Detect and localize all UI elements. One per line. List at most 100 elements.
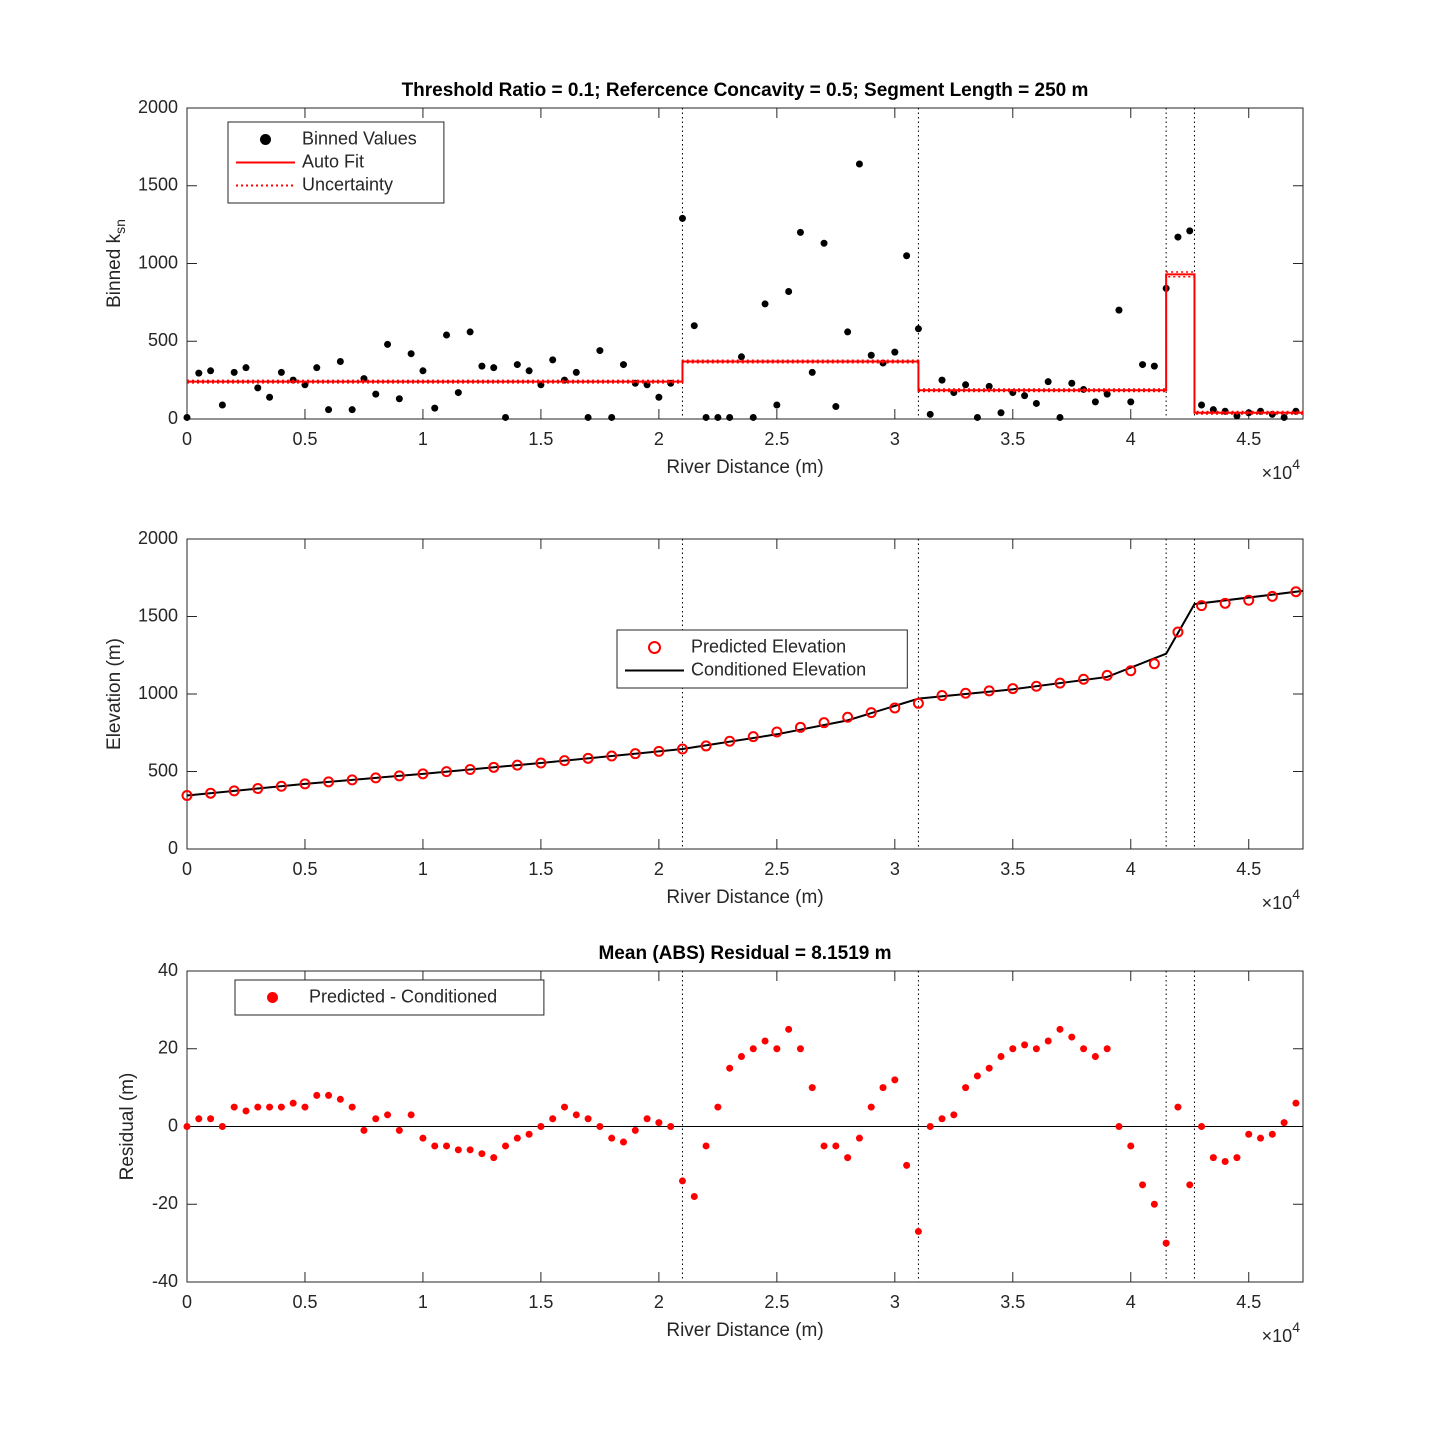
axes: Mean (ABS) Residual = 8.1519 m River Dist… xyxy=(117,943,1304,1346)
data-point xyxy=(584,413,592,421)
x-tick-label: 1 xyxy=(418,859,428,879)
data-point xyxy=(360,1126,368,1134)
data-point xyxy=(761,1037,769,1045)
data-point xyxy=(466,1146,474,1154)
plot-area xyxy=(186,538,1304,850)
data-point xyxy=(584,1115,592,1123)
data-point xyxy=(207,1115,215,1123)
data-point xyxy=(1186,227,1194,235)
y-tick-label: 0 xyxy=(168,838,178,858)
data-point xyxy=(218,1123,226,1130)
data-point xyxy=(478,1150,486,1158)
data-point xyxy=(914,325,922,333)
data-point xyxy=(1198,1123,1206,1130)
chart-title: Mean (ABS) Residual = 8.1519 m xyxy=(598,943,891,964)
data-point xyxy=(289,1099,297,1107)
data-point xyxy=(242,364,250,372)
data-point xyxy=(277,1103,285,1111)
y-tick-label: -20 xyxy=(152,1193,178,1213)
data-point xyxy=(606,750,618,762)
data-point xyxy=(808,1084,816,1092)
data-point xyxy=(737,1053,745,1061)
y-tick-label: 1000 xyxy=(138,252,178,272)
data-point xyxy=(325,406,333,414)
data-point xyxy=(393,770,405,782)
x-multiplier: ×104 xyxy=(1262,1319,1301,1346)
data-point xyxy=(572,368,580,376)
chart-title: Threshold Ratio = 0.1; Refercence Concav… xyxy=(402,80,1089,101)
data-point xyxy=(228,785,240,797)
data-point xyxy=(629,748,641,760)
data-point xyxy=(867,1103,875,1111)
axes: Threshold Ratio = 0.1; Refercence Concav… xyxy=(104,80,1304,483)
legend-symbol xyxy=(648,641,661,654)
y-label-main: Elevation (m) xyxy=(104,638,125,750)
x-tick-label: 4 xyxy=(1126,859,1136,879)
x-tick-label: 0.5 xyxy=(292,429,317,449)
data-point xyxy=(1127,1142,1135,1150)
x-tick-label: 2 xyxy=(654,859,664,879)
data-point xyxy=(372,390,380,398)
data-point xyxy=(773,401,781,409)
data-point xyxy=(266,393,274,401)
data-point xyxy=(761,300,769,308)
data-point xyxy=(1030,680,1042,692)
data-point xyxy=(1103,1045,1111,1053)
legend-symbol xyxy=(267,992,278,1003)
data-point xyxy=(195,369,203,377)
data-point xyxy=(796,228,804,236)
data-point xyxy=(785,287,793,295)
data-point xyxy=(865,707,877,719)
y-tick-label: -40 xyxy=(152,1271,178,1291)
data-point xyxy=(726,413,734,421)
data-point xyxy=(464,763,476,775)
data-point xyxy=(431,404,439,412)
data-point xyxy=(842,711,854,723)
data-point xyxy=(619,361,627,369)
data-point xyxy=(596,347,604,355)
data-point xyxy=(667,1123,675,1130)
data-point xyxy=(277,368,285,376)
data-point xyxy=(525,367,533,375)
data-point xyxy=(1115,306,1123,314)
data-point xyxy=(832,403,840,411)
x-tick-label: 3 xyxy=(890,859,900,879)
data-point xyxy=(1139,361,1147,369)
y-axis-label: Residual (m) xyxy=(117,1073,138,1181)
data-point xyxy=(1091,1053,1099,1061)
x-multiplier: ×104 xyxy=(1262,456,1301,483)
data-point xyxy=(488,761,500,773)
data-point xyxy=(1115,1123,1123,1130)
data-point xyxy=(655,393,663,401)
x-tick-label: 4.5 xyxy=(1236,429,1261,449)
data-point xyxy=(1127,398,1135,406)
data-point xyxy=(1125,665,1137,677)
x-tick-label: 2 xyxy=(654,1292,664,1312)
data-point xyxy=(1292,1099,1300,1107)
data-point xyxy=(714,1103,722,1111)
data-point xyxy=(346,774,358,786)
data-point xyxy=(511,759,523,771)
data-point xyxy=(818,717,830,729)
x-tick-label: 3 xyxy=(890,429,900,449)
data-point xyxy=(1174,233,1182,241)
data-point xyxy=(549,1115,557,1123)
data-point xyxy=(820,1142,828,1150)
data-point xyxy=(608,1134,616,1142)
multiplier-base: ×10 xyxy=(1262,1326,1293,1346)
x-tick-label: 0.5 xyxy=(292,859,317,879)
data-point xyxy=(407,350,415,358)
data-point xyxy=(561,1103,569,1111)
data-point xyxy=(655,1119,663,1127)
data-point xyxy=(879,1084,887,1092)
data-point xyxy=(912,697,924,709)
data-point xyxy=(490,1154,498,1162)
data-point xyxy=(1221,1157,1229,1165)
x-tick-label: 4 xyxy=(1126,1292,1136,1312)
data-point xyxy=(903,1161,911,1169)
data-point xyxy=(973,413,981,421)
y-tick-label: 1500 xyxy=(138,175,178,195)
data-point xyxy=(914,1227,922,1235)
y-axis-label: Binned ksn xyxy=(104,219,128,308)
